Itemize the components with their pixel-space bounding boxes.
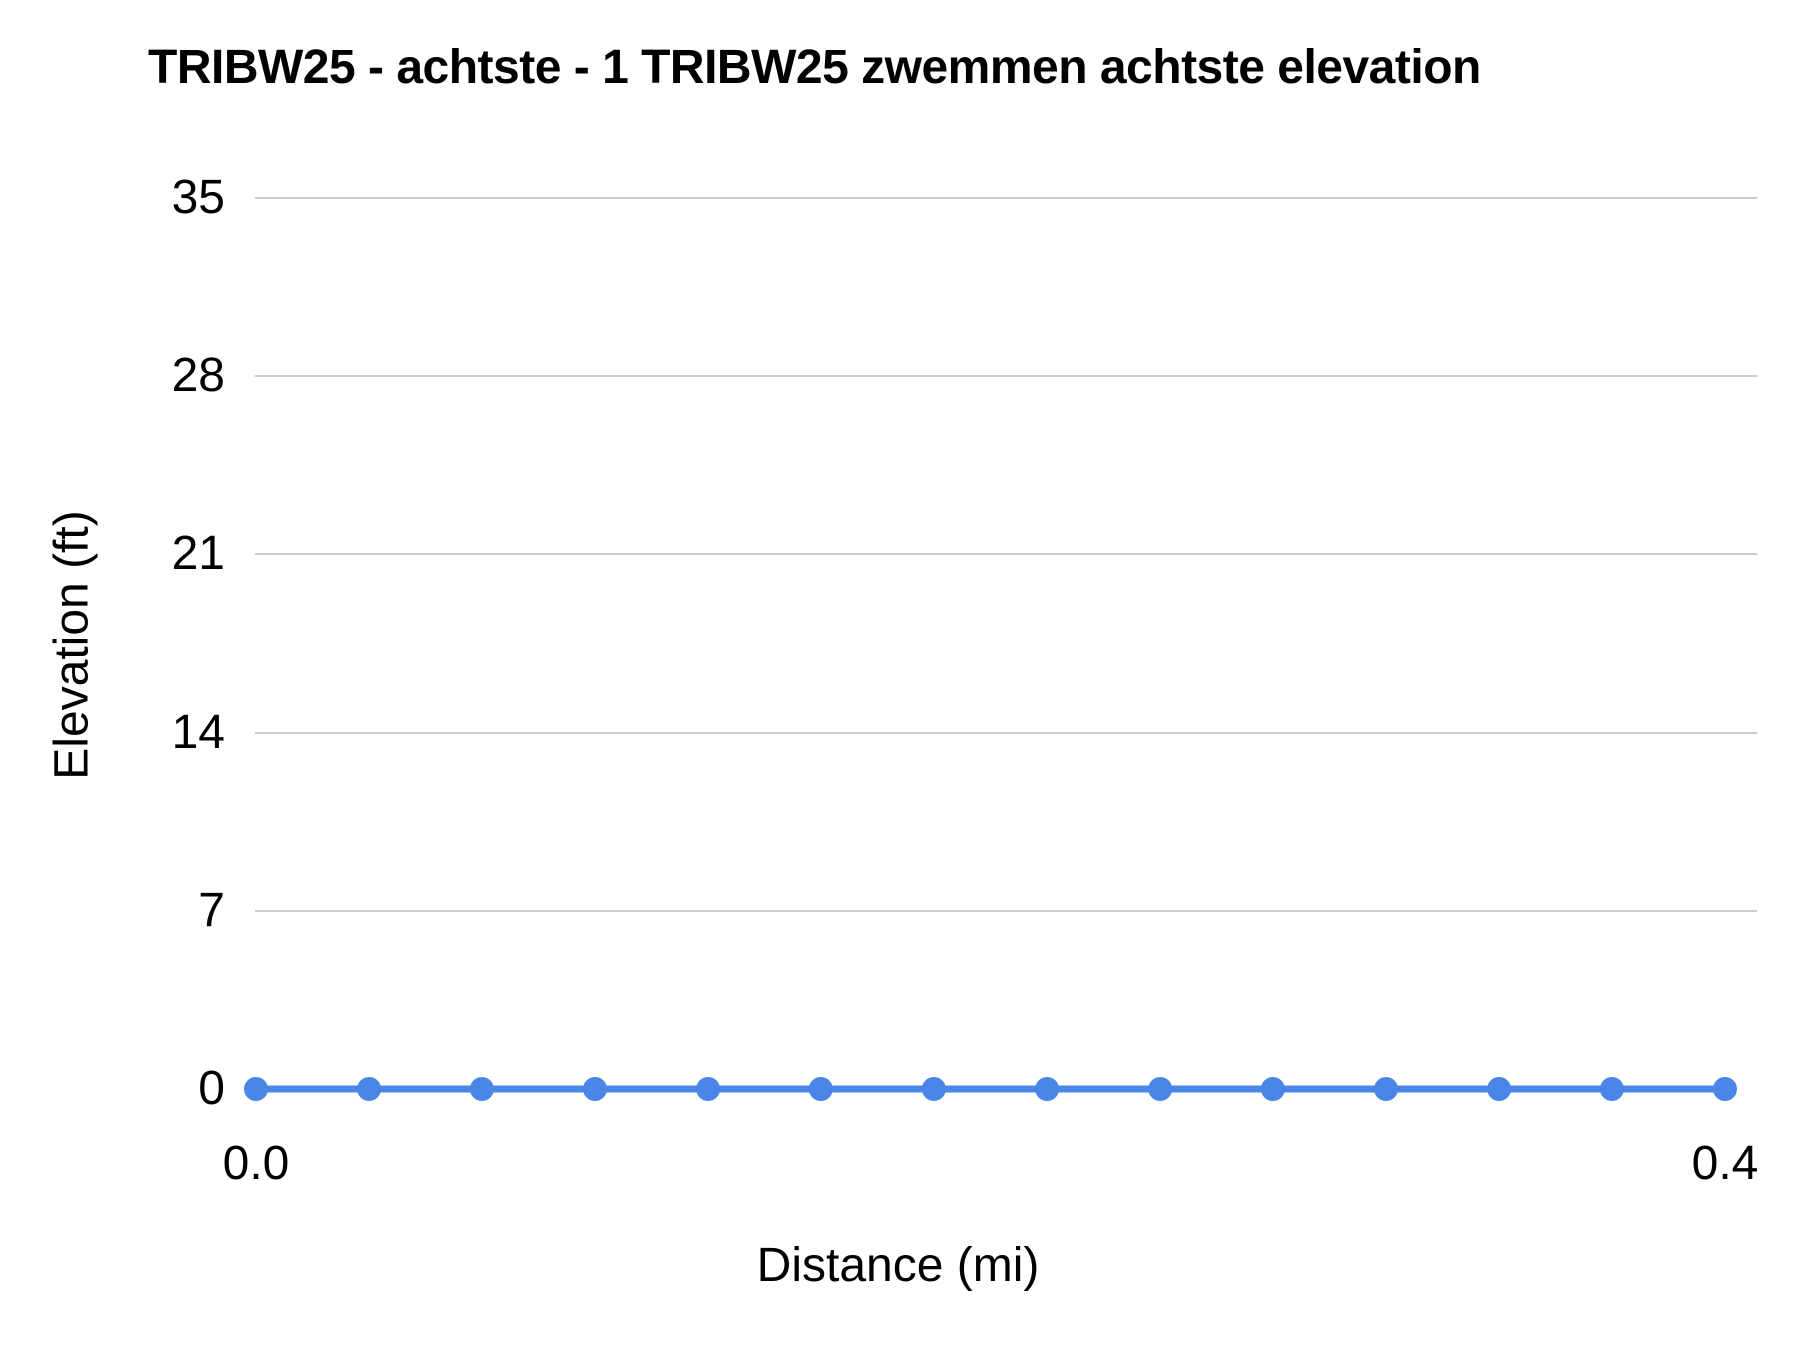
- data-point-9: [1260, 1077, 1285, 1101]
- x-tick-label-0.4: 0.4: [1691, 1137, 1759, 1190]
- gridline-y-21: [255, 553, 1757, 556]
- y-tick-label-28: 28: [171, 349, 225, 403]
- data-point-11: [1487, 1077, 1512, 1101]
- gridline-y-14: [255, 731, 1757, 734]
- data-point-4: [696, 1077, 721, 1101]
- x-axis-title: Distance (mi): [756, 1239, 1040, 1292]
- gridline-y-7: [255, 909, 1757, 912]
- data-point-7: [1035, 1077, 1060, 1101]
- chart-title: TRIBW25 - achtste - 1 TRIBW25 zwemmen ac…: [148, 41, 1481, 94]
- y-tick-label-7: 7: [198, 883, 225, 937]
- data-point-10: [1374, 1077, 1398, 1101]
- data-point-2: [469, 1077, 494, 1101]
- data-point-3: [583, 1077, 607, 1101]
- data-point-12: [1599, 1077, 1624, 1101]
- data-point-1: [357, 1077, 382, 1101]
- data-point-5: [808, 1077, 833, 1101]
- gridline-y-28: [255, 375, 1757, 378]
- data-point-0: [244, 1077, 268, 1101]
- x-tick-label-0.0: 0.0: [222, 1137, 290, 1190]
- y-tick-label-35: 35: [171, 171, 225, 224]
- y-tick-label-14: 14: [171, 705, 225, 759]
- data-point-13: [1713, 1077, 1737, 1101]
- gridline-y-35: [255, 197, 1757, 199]
- data-point-8: [1148, 1077, 1173, 1101]
- y-tick-label-0: 0: [198, 1062, 225, 1115]
- data-point-6: [921, 1077, 946, 1101]
- y-tick-label-21: 21: [171, 527, 225, 581]
